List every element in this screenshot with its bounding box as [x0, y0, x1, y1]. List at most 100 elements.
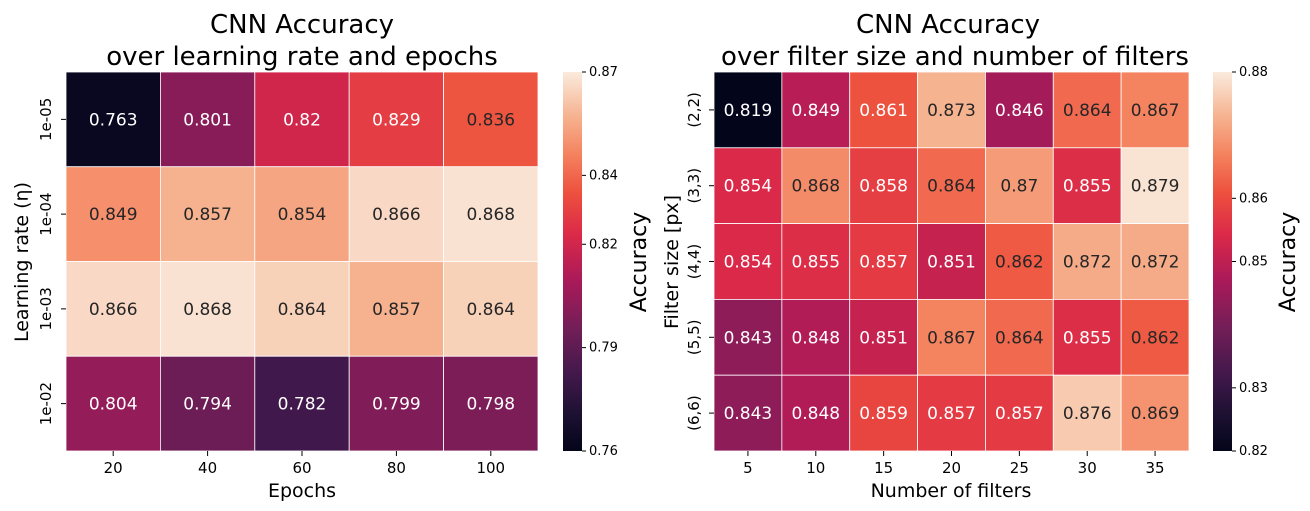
cell-value-label: 0.782: [278, 395, 327, 415]
x-ticks-right: 5 10 15 20 25 30 35: [743, 451, 1165, 477]
colorbar-tick-label: 0.82: [1239, 444, 1268, 459]
cell-value-label: 0.862: [1131, 328, 1180, 348]
cell-value-label: 0.855: [791, 253, 840, 273]
heatmap-cell: [65, 71, 161, 168]
cell-value-label: 0.866: [372, 205, 421, 225]
cell-value-label: 0.862: [995, 253, 1044, 273]
x-tick-label: 40: [198, 459, 217, 477]
heatmap-cell: [781, 71, 851, 149]
chart-title-left-line2: over learning rate and epochs: [106, 42, 498, 72]
cell-value-label: 0.843: [724, 404, 773, 424]
x-tick-label: 20: [104, 459, 123, 477]
cell-value-label: 0.868: [183, 300, 232, 320]
heatmap-cell: [254, 71, 350, 168]
heatmap-panel-left: CNN Accuracy over learning rate and epoc…: [11, 10, 652, 502]
cell-value-label: 0.866: [89, 300, 138, 320]
heatmap-cell: [443, 71, 539, 168]
y-tick-label: (4,4): [685, 244, 703, 280]
cell-value-label: 0.857: [372, 300, 421, 320]
x-ticks-left: 20 40 60 80 100: [104, 451, 505, 477]
colorbar-tick-label: 0.76: [589, 444, 618, 459]
x-tick-label: 100: [476, 459, 505, 477]
y-axis-label-right: Filter size [px]: [661, 195, 683, 329]
cell-value-label: 0.829: [372, 110, 421, 130]
colorbar-gradient: [563, 72, 582, 451]
x-tick-label: 15: [874, 459, 893, 477]
x-tick-label: 20: [942, 459, 961, 477]
colorbar-tick-label: 0.87: [589, 65, 618, 80]
heatmap-cell: [348, 71, 445, 168]
cell-value-label: 0.872: [1131, 253, 1180, 273]
heatmap-cell: [713, 147, 783, 225]
heatmap-cell: [348, 261, 445, 357]
chart-title-left-line1: CNN Accuracy: [210, 10, 394, 40]
cell-value-label: 0.801: [183, 110, 232, 130]
y-axis-label-left: Learning rate (η): [11, 182, 33, 342]
colorbar-label-right: Accuracy: [1276, 212, 1301, 312]
cell-value-label: 0.819: [724, 101, 773, 121]
heatmap-cell: [1120, 71, 1190, 149]
heatmap-cell: [443, 166, 539, 262]
y-ticks-left: 1e-05 1e-04 1e-03 1e-02: [37, 98, 66, 425]
cell-value-label: 0.848: [791, 404, 840, 424]
chart-title-right-line2: over filter size and number of filters: [721, 42, 1189, 72]
colorbar-label-left: Accuracy: [627, 212, 652, 312]
heatmap-cell: [1052, 147, 1122, 225]
heatmap-cell: [1120, 374, 1190, 452]
cell-value-label: 0.848: [791, 328, 840, 348]
cell-value-label: 0.799: [372, 395, 421, 415]
colorbar-gradient: [1213, 72, 1232, 451]
cell-value-label: 0.855: [1063, 177, 1112, 197]
heatmap-cell: [985, 71, 1054, 149]
heatmap-cells-right: 0.819 0.849 0.861 0.873 0.846 0.864 0.867 0.854…: [713, 71, 1190, 452]
heatmap-cell: [713, 374, 783, 452]
x-tick-label: 10: [806, 459, 825, 477]
heatmap-cell: [849, 147, 918, 225]
x-tick-label: 25: [1010, 459, 1029, 477]
cell-value-label: 0.872: [1063, 253, 1112, 273]
heatmap-cell: [1052, 71, 1122, 149]
x-tick-label: 60: [292, 459, 311, 477]
cell-value-label: 0.851: [859, 328, 908, 348]
heatmap-cell: [781, 147, 851, 225]
cell-value-label: 0.854: [724, 177, 773, 197]
cell-value-label: 0.854: [278, 205, 327, 225]
cell-value-label: 0.82: [283, 110, 321, 130]
x-tick-label: 5: [743, 459, 753, 477]
y-tick-label: 1e-03: [37, 287, 55, 330]
y-tick-label: (6,6): [685, 395, 703, 431]
cell-value-label: 0.869: [1131, 404, 1180, 424]
cell-value-label: 0.864: [278, 300, 327, 320]
heatmap-cell: [348, 355, 445, 452]
colorbar-left: 0.76 0.79 0.82 0.84 0.87: [563, 65, 618, 459]
heatmap-cell: [917, 298, 986, 376]
cell-value-label: 0.851: [927, 253, 976, 273]
cell-value-label: 0.836: [466, 110, 515, 130]
y-tick-label: (5,5): [685, 320, 703, 356]
cell-value-label: 0.864: [927, 177, 976, 197]
cell-value-label: 0.873: [927, 101, 976, 121]
colorbar-tick-label: 0.82: [589, 237, 618, 252]
cell-value-label: 0.864: [995, 328, 1044, 348]
heatmap-cell: [985, 374, 1054, 452]
cell-value-label: 0.868: [791, 177, 840, 197]
heatmap-cell: [917, 71, 986, 149]
heatmap-cell: [1120, 147, 1190, 225]
heatmap-cell: [1120, 223, 1190, 300]
cell-value-label: 0.87: [1000, 177, 1038, 197]
x-axis-label-left: Epochs: [268, 480, 336, 502]
cell-value-label: 0.879: [1131, 177, 1180, 197]
colorbar-tick-label: 0.84: [589, 168, 618, 183]
x-tick-label: 80: [387, 459, 406, 477]
cell-value-label: 0.857: [995, 404, 1044, 424]
colorbar-tick-label: 0.79: [589, 341, 618, 356]
heatmap-cell: [254, 355, 350, 452]
cell-value-label: 0.794: [183, 395, 232, 415]
y-ticks-right: (2,2) (3,3) (4,4) (5,5) (6,6): [685, 92, 714, 431]
y-tick-label: (3,3): [685, 168, 703, 204]
cell-value-label: 0.859: [859, 404, 908, 424]
colorbar-tick-label: 0.86: [1239, 191, 1268, 206]
heatmap-cell: [159, 71, 256, 168]
cell-value-label: 0.804: [89, 395, 138, 415]
cell-value-label: 0.849: [89, 205, 138, 225]
